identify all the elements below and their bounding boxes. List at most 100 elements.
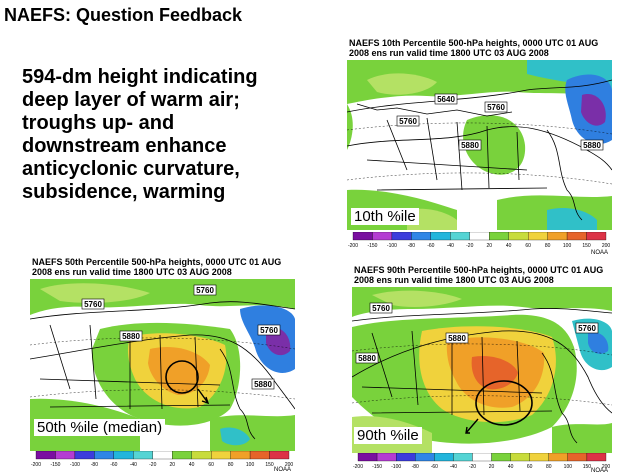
svg-text:5880: 5880 [461,141,479,150]
colorbar-swatch [269,451,290,460]
colorbar-swatch [396,453,416,462]
colorbar-label: 100 [564,464,573,470]
colorbar: -200 -150 -100 -80 -60 -40 -20 20 40 60 80 100 150 20… [31,451,294,468]
colorbar-swatch [352,232,373,241]
colorbar-label: -200 [31,462,41,468]
colorbar-label: -100 [391,464,401,470]
panel-caption: 50th %ile (median) [34,419,166,436]
colorbar-swatch [453,453,473,462]
colorbar-swatch [434,453,454,462]
colorbar-label: -40 [450,464,457,470]
colorbar-swatch [94,451,114,460]
colorbar-swatch [529,453,549,462]
contour-label: 5760 [260,326,278,335]
colorbar-swatch [372,232,393,241]
colorbar-label: 200 [285,462,294,468]
colorbar-swatch [508,232,529,241]
colorbar-swatch [472,453,492,462]
contour-label: 5760 [372,304,390,313]
colorbar-swatch [586,453,607,462]
panel-90th-percentile: NAEFS 90th Percentile 500-hPa heights, 0… [352,265,612,476]
colorbar-label: 100 [563,243,572,249]
colorbar-label: -80 [412,464,419,470]
panel-50th-percentile: NAEFS 50th Percentile 500-hPa heights, 0… [30,257,295,476]
colorbar-swatch [35,451,56,460]
colorbar-swatch [510,453,530,462]
colorbar-swatch [133,451,153,460]
colorbar-label: 150 [583,464,592,470]
colorbar-swatch [74,451,95,460]
colorbar-label: -60 [431,464,438,470]
panel-caption: 90th %ile [354,427,422,444]
colorbar-swatch [430,232,451,241]
slide-title: NAEFS: Question Feedback [4,5,243,25]
panel-title: NAEFS 50th Percentile 500-hPa heights, 0… [32,257,282,277]
colorbar-swatch [566,232,587,241]
contour-label: 5880 [254,380,272,389]
contour-label: 5760 [578,324,596,333]
colorbar-label: -80 [408,243,415,249]
colorbar-label: -200 [348,243,358,249]
panel-10th-percentile: NAEFS 10th Percentile 500-hPa heights, 0… [347,38,612,258]
body-line: downstream enhance [22,135,227,157]
colorbar-label: 200 [602,243,611,249]
colorbar-label: 60 [208,462,214,468]
height-map: 5640 5760 5760 5880 5880 [347,60,612,230]
colorbar-label: -20 [149,462,156,468]
colorbar-swatch [249,451,270,460]
colorbar-label: 80 [545,243,551,249]
colorbar-label: -20 [469,464,476,470]
colorbar-label: 40 [506,243,512,249]
contour-label: 5880 [448,334,466,343]
colorbar-swatch [411,232,431,241]
colorbar-label: 150 [265,462,274,468]
slide-body-text: 594-dm height indicating deep layer of w… [22,66,322,204]
contour-label: 5760 [84,300,102,309]
colorbar-swatch [489,232,509,241]
contour-label: 5880 [122,332,140,341]
colorbar-swatch [191,451,212,460]
colorbar-label: -150 [372,464,382,470]
colorbar-label: -200 [353,464,363,470]
colorbar-label: 60 [527,464,533,470]
colorbar-swatch [172,451,192,460]
body-line: deep layer of warm air; [22,89,240,111]
colorbar-swatch [491,453,511,462]
noaa-label: NOAA [590,468,608,474]
contour-label: 5760 [196,286,214,295]
colorbar-label: 60 [525,243,531,249]
colorbar-swatch [567,453,588,462]
contour-label: 5760 [487,103,505,112]
colorbar-swatch [357,453,378,462]
colorbar-swatch [586,232,607,241]
colorbar-swatch [152,451,173,460]
body-line: anticyclonic curvature, [22,158,240,180]
contour-label: 5640 [437,95,455,104]
contour-label: 5880 [583,141,601,150]
colorbar: -200 -150 -100 -80 -60 -40 -20 20 40 60 80 100 150 20… [353,453,611,470]
colorbar-swatch [548,453,568,462]
colorbar-label: 80 [546,464,552,470]
colorbar-swatch [55,451,76,460]
panel-caption: 10th %ile [351,208,419,225]
colorbar-label: -80 [91,462,98,468]
colorbar-label: -100 [70,462,80,468]
colorbar-label: 20 [486,243,492,249]
panel-title: NAEFS 90th Percentile 500-hPa heights, 0… [354,265,604,285]
colorbar-swatch [450,232,470,241]
colorbar-swatch [528,232,548,241]
colorbar-swatch [391,232,412,241]
colorbar-swatch [415,453,435,462]
colorbar-label: -150 [50,462,60,468]
colorbar-swatch [211,451,231,460]
panel-title: NAEFS 10th Percentile 500-hPa heights, 0… [349,38,599,58]
colorbar-label: 200 [602,464,611,470]
colorbar-swatch [547,232,568,241]
contour-label: 5760 [399,117,417,126]
colorbar-label: -100 [387,243,397,249]
colorbar-label: -150 [367,243,377,249]
body-line: troughs up- and [22,112,175,134]
colorbar-swatch [230,451,251,460]
colorbar-label: 40 [508,464,514,470]
colorbar-label: 20 [489,464,495,470]
